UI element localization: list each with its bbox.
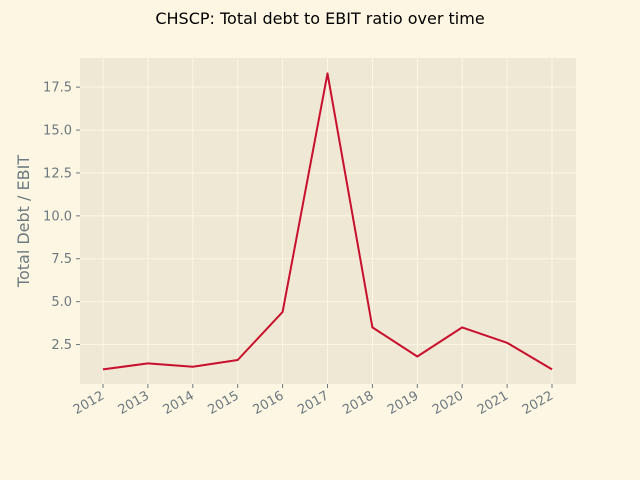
y-axis: 2.5 5.0 7.5 10.0 12.5 15.0 17.5 xyxy=(43,81,80,353)
y-tick-label: 2.5 xyxy=(51,338,72,353)
chart-title: CHSCP: Total debt to EBIT ratio over tim… xyxy=(155,9,484,28)
y-axis-label: Total Debt / EBIT xyxy=(14,155,33,288)
x-tick-label: 2020 xyxy=(430,388,466,418)
x-axis: 2012 2013 2014 2015 2016 2017 2018 2019 2020 2021… xyxy=(71,384,556,418)
y-tick-label: 7.5 xyxy=(51,252,72,267)
y-tick-label: 5.0 xyxy=(51,295,72,310)
y-tick-label: 10.0 xyxy=(43,209,72,224)
y-tick-label: 17.5 xyxy=(43,81,72,96)
x-tick-label: 2022 xyxy=(520,388,556,418)
x-tick-label: 2012 xyxy=(71,388,107,418)
grid-lines xyxy=(80,58,576,384)
y-tick-label: 15.0 xyxy=(43,124,72,139)
x-tick-label: 2016 xyxy=(250,388,286,418)
x-tick-label: 2021 xyxy=(475,388,511,418)
x-tick-label: 2017 xyxy=(295,388,331,418)
x-tick-label: 2019 xyxy=(385,388,421,418)
series-line xyxy=(102,72,553,371)
x-tick-label: 2018 xyxy=(340,388,376,418)
x-tick-label: 2013 xyxy=(116,388,152,418)
x-tick-label: 2015 xyxy=(206,388,242,418)
y-tick-label: 12.5 xyxy=(43,166,72,181)
x-tick-label: 2014 xyxy=(161,388,197,418)
